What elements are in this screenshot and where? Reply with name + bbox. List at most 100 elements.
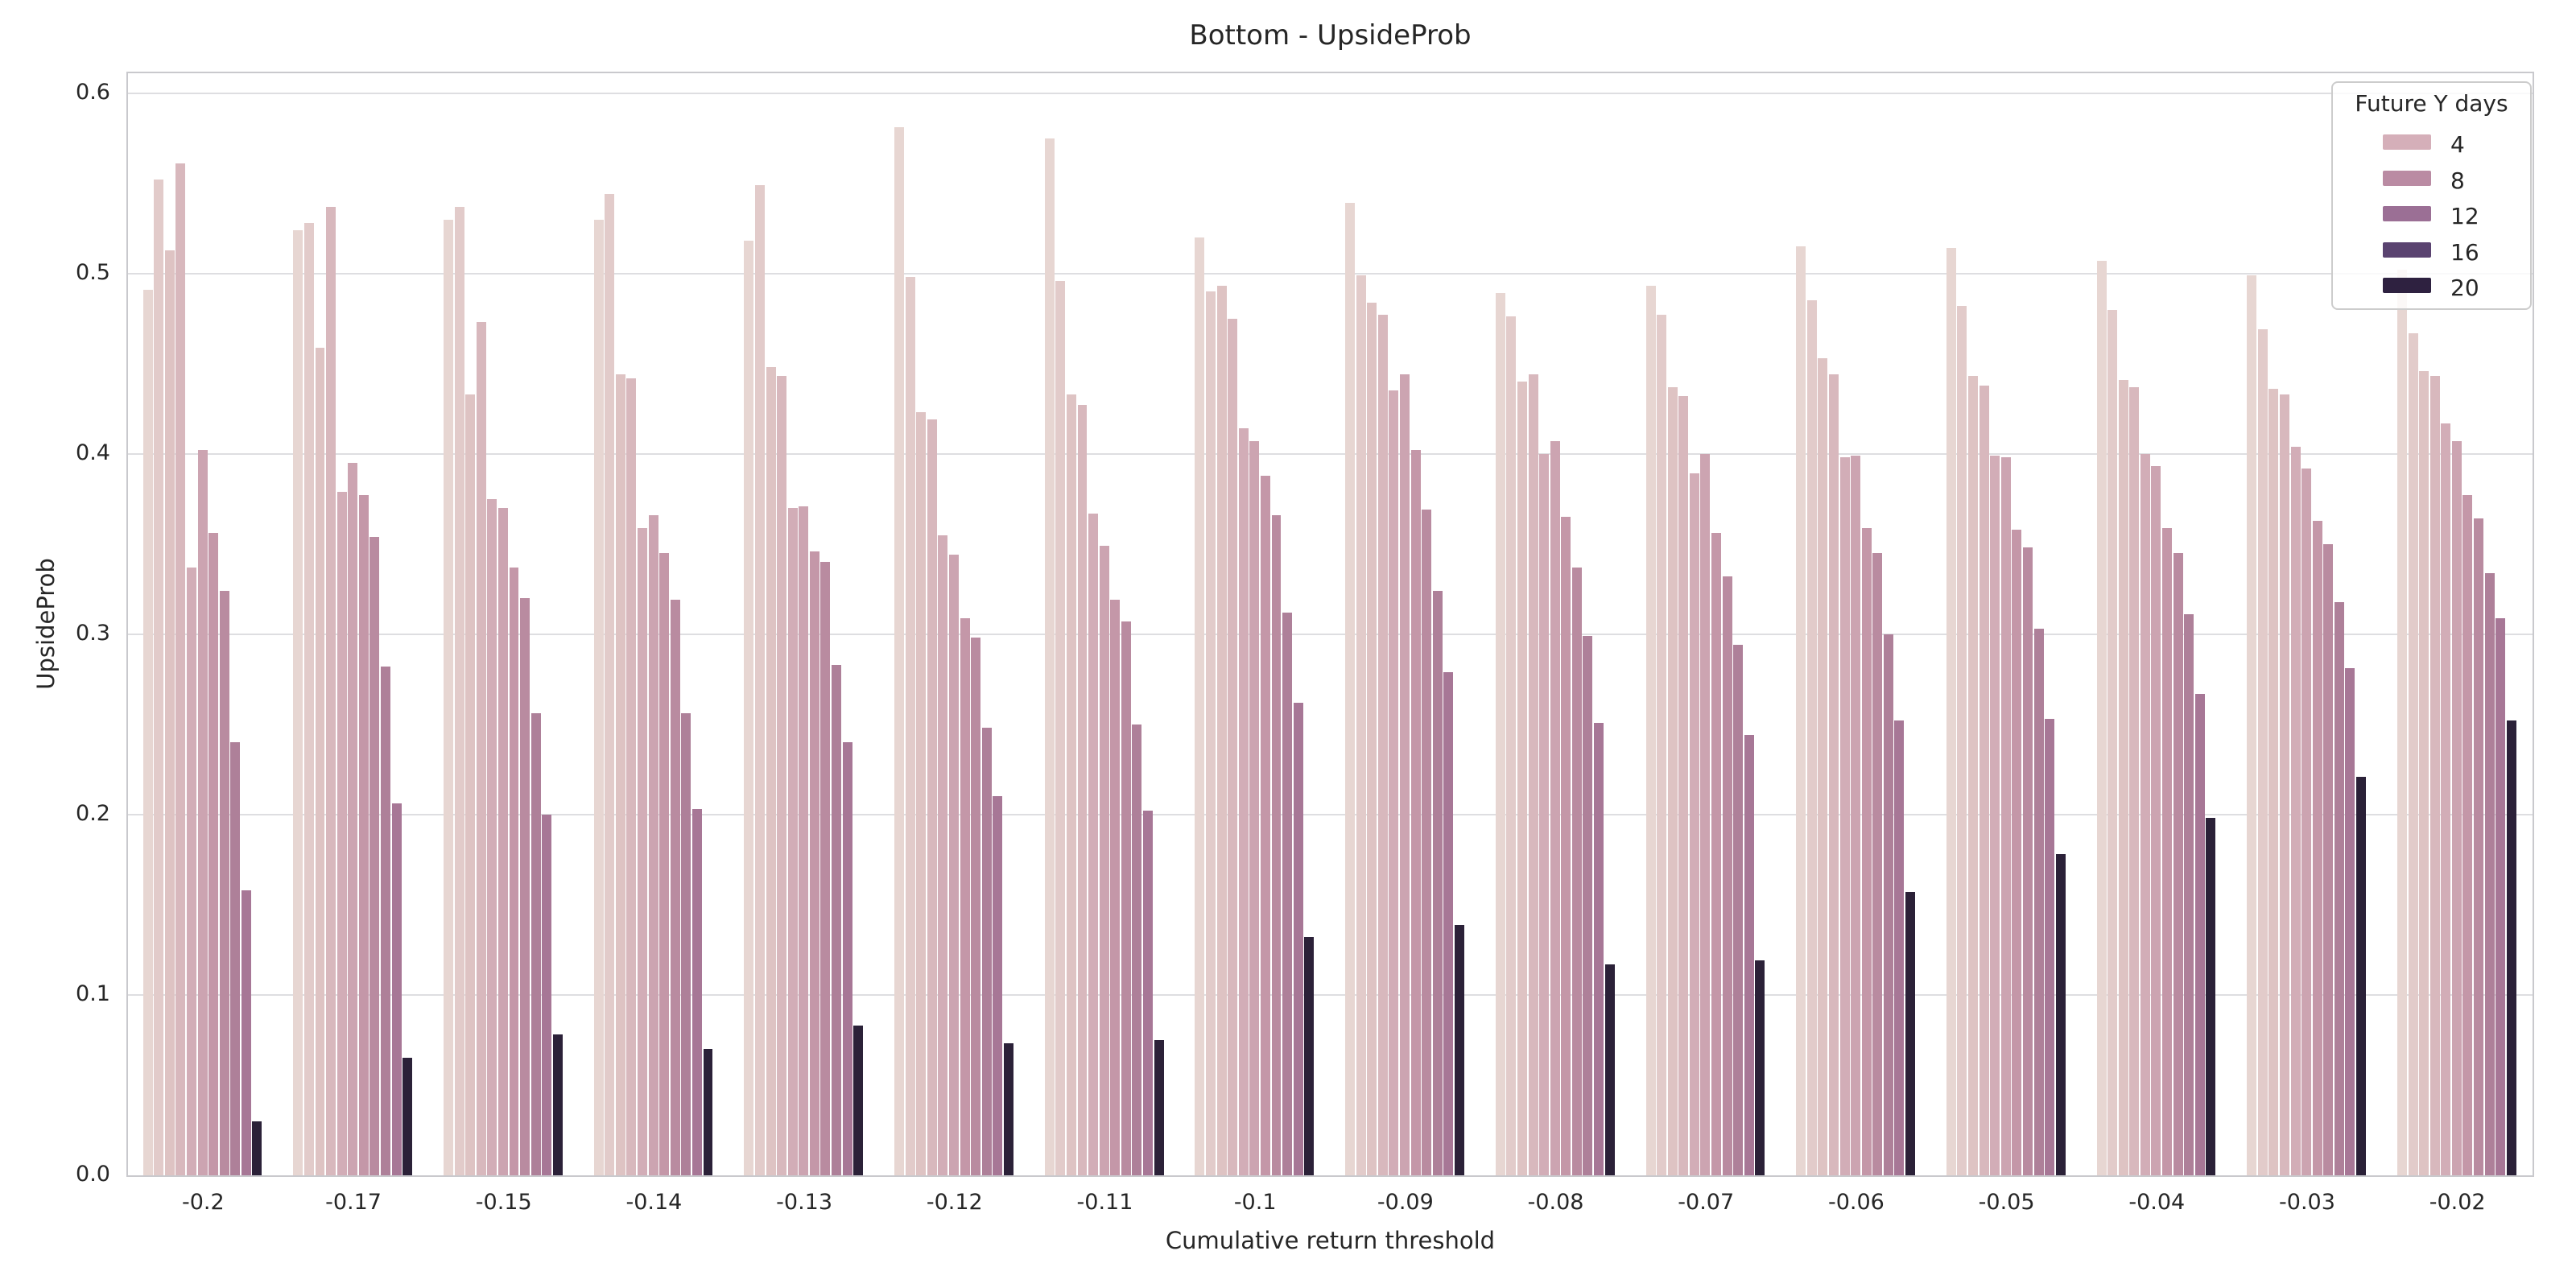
bar [1872,553,1883,1175]
bar [2408,332,2418,1175]
bar [2173,553,2183,1175]
x-axis-label: Cumulative return threshold [1165,1227,1496,1254]
bar [241,890,251,1175]
bar [2118,379,2128,1175]
bar [1733,645,1744,1175]
bar [981,728,992,1175]
bar [2055,854,2066,1175]
bar [1667,386,1678,1175]
bar [754,184,765,1175]
bar [1099,546,1109,1175]
y-tick-label: 0.1 [76,980,110,1006]
bar [2396,270,2407,1175]
bar [1400,374,1410,1175]
bar [1851,456,1861,1175]
bar [315,347,325,1175]
bar [1367,302,1377,1175]
bar [744,241,754,1175]
bar [1432,591,1443,1175]
bar [1839,457,1850,1175]
bar [1905,892,1915,1175]
x-tick-label: -0.02 [2429,1190,2486,1215]
bar [2301,468,2312,1175]
legend-swatch [2383,170,2431,186]
x-tick-label: -0.17 [325,1190,382,1215]
bar [2184,614,2194,1175]
x-tick-label: -0.03 [2279,1190,2335,1215]
bar [2441,423,2451,1175]
bar [1678,396,1689,1175]
bar [1377,315,1388,1175]
bar [2268,389,2279,1175]
bar [1077,405,1088,1175]
bar [186,567,196,1175]
bar [552,1034,563,1175]
x-tick-label: -0.1 [1233,1190,1277,1215]
bar [766,367,776,1175]
bar [1110,600,1121,1175]
bar [154,180,164,1175]
bar [1755,960,1765,1175]
bar [2107,309,2118,1175]
bar [358,495,369,1175]
bar [2280,394,2289,1175]
x-tick-label: -0.08 [1527,1190,1584,1215]
bar [938,535,948,1175]
bar [1389,390,1399,1175]
bar [1003,1043,1013,1175]
bar [1561,517,1571,1175]
legend-entry: 8 [2333,167,2530,194]
bar [1550,441,1560,1175]
y-tick-label: 0.0 [76,1162,110,1187]
legend-swatch [2383,242,2431,258]
bar [1044,138,1055,1175]
bar [1594,722,1604,1175]
bar [659,553,670,1175]
bar [336,491,347,1175]
bar [175,163,186,1175]
bar [626,378,637,1175]
bar [927,419,937,1175]
bar [454,206,464,1175]
plot-area [126,72,2534,1177]
bar [1293,702,1303,1175]
bar [2496,617,2506,1175]
bar [2247,275,2257,1175]
bar [2022,547,2033,1175]
bar [2462,495,2473,1175]
bar [520,598,530,1175]
legend-title: Future Y days [2355,90,2508,117]
bar [1979,385,1989,1175]
bar [2129,386,2140,1175]
x-tick-label: -0.12 [926,1190,983,1215]
legend-entry-label: 8 [2450,167,2465,194]
y-tick-label: 0.4 [76,440,110,465]
bar [2484,572,2495,1175]
bar [2151,466,2161,1175]
x-tick-label: -0.04 [2128,1190,2186,1215]
bar [1260,475,1270,1175]
bar [638,527,647,1175]
bar [380,667,390,1175]
bar [1689,473,1699,1175]
bar [348,462,358,1175]
bar [1645,286,1656,1175]
bar [2257,329,2268,1175]
legend-entry: 20 [2333,275,2530,301]
bar [1121,621,1131,1175]
bar [1657,315,1667,1175]
bar [1990,456,2000,1175]
bar [1154,1039,1164,1175]
bar [2429,376,2440,1175]
bar [593,219,604,1175]
bar [230,742,241,1175]
bar [1454,924,1464,1175]
y-tick-label: 0.5 [76,259,110,285]
x-tick-label: -0.2 [182,1190,225,1215]
bar [832,664,841,1175]
bar [303,222,314,1175]
legend-swatch [2383,206,2431,221]
bar [1528,374,1538,1175]
bar [605,194,615,1175]
bar [2506,720,2516,1175]
